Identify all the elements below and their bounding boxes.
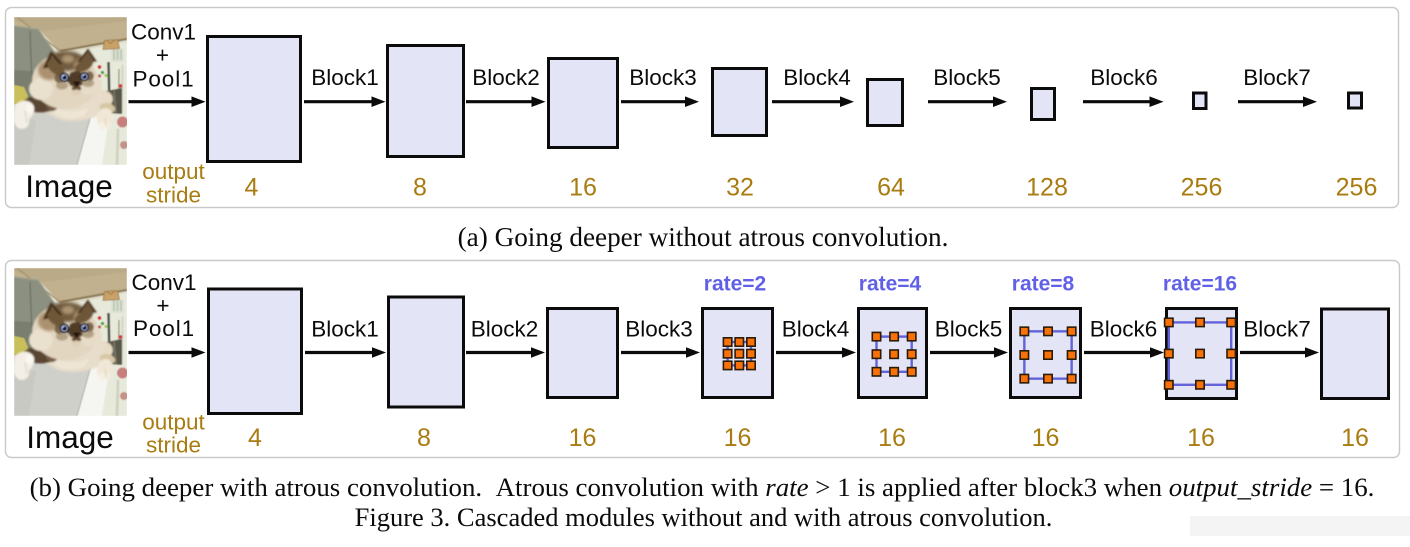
svg-text:64: 64	[877, 173, 905, 201]
svg-text:rate=2: rate=2	[704, 272, 766, 295]
svg-text:Pool1: Pool1	[132, 66, 194, 91]
svg-text:rate=4: rate=4	[859, 272, 922, 295]
svg-text:4: 4	[245, 173, 259, 201]
svg-text:16: 16	[878, 424, 906, 452]
svg-text:Block7: Block7	[1243, 316, 1311, 341]
svg-text:16: 16	[1341, 424, 1369, 452]
svg-text:Block5: Block5	[935, 316, 1003, 341]
svg-text:32: 32	[726, 173, 754, 201]
svg-text:Conv1: Conv1	[131, 270, 196, 295]
svg-text:output: output	[142, 410, 205, 435]
svg-text:Block5: Block5	[933, 65, 1001, 90]
svg-text:Block1: Block1	[311, 65, 379, 90]
svg-text:128: 128	[1026, 173, 1068, 201]
svg-text:Block7: Block7	[1243, 65, 1311, 90]
svg-text:rate=16: rate=16	[1163, 272, 1237, 295]
svg-text:Block1: Block1	[311, 316, 379, 341]
svg-text:Block2: Block2	[472, 65, 540, 90]
svg-text:+: +	[156, 293, 169, 318]
svg-text:(a) Going deeper without atrou: (a) Going deeper without atrous convolut…	[458, 222, 949, 252]
svg-text:stride: stride	[146, 182, 201, 207]
svg-text:Block2: Block2	[471, 316, 539, 341]
svg-text:256: 256	[1181, 173, 1223, 201]
svg-text:Block6: Block6	[1090, 65, 1158, 90]
svg-text:Figure 3. Cascaded modules wit: Figure 3. Cascaded modules without and w…	[355, 502, 1053, 532]
svg-text:4: 4	[248, 424, 262, 452]
svg-text:Pool1: Pool1	[133, 316, 195, 341]
svg-text:16: 16	[1187, 424, 1215, 452]
svg-text:stride: stride	[146, 433, 201, 458]
svg-text:Image: Image	[25, 168, 113, 204]
svg-text:Block3: Block3	[629, 65, 697, 90]
svg-text:Image: Image	[26, 419, 114, 455]
svg-text:Block4: Block4	[783, 65, 851, 90]
svg-text:Block6: Block6	[1090, 316, 1158, 341]
svg-text:16: 16	[569, 173, 597, 201]
svg-text:rate=8: rate=8	[1012, 272, 1075, 295]
svg-text:16: 16	[1032, 424, 1060, 452]
svg-text:+: +	[156, 42, 169, 67]
svg-text:Block4: Block4	[782, 316, 850, 341]
svg-text:256: 256	[1336, 173, 1378, 201]
svg-text:(b) Going deeper with atrous c: (b) Going deeper with atrous convolution…	[30, 472, 1375, 502]
svg-text:8: 8	[417, 424, 431, 452]
svg-text:8: 8	[413, 173, 427, 201]
svg-text:Conv1: Conv1	[131, 19, 196, 44]
svg-text:Block3: Block3	[625, 316, 693, 341]
svg-text:16: 16	[724, 424, 752, 452]
svg-text:output: output	[142, 159, 205, 184]
svg-text:16: 16	[569, 424, 597, 452]
